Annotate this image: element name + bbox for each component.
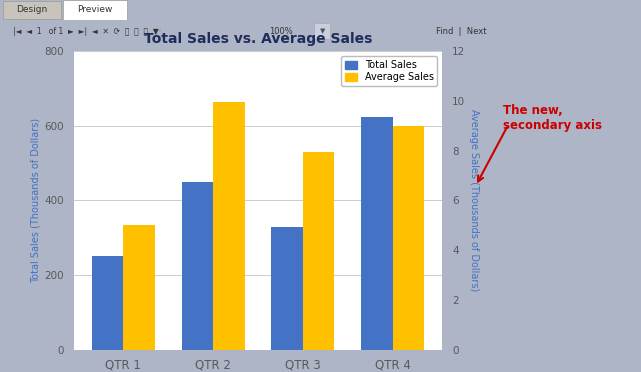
Bar	[393, 126, 424, 350]
Bar	[314, 23, 330, 39]
Bar	[362, 116, 393, 350]
Text: |◄  ◄  1   of 1  ►  ►|  ◄  ✕  ⟳  🔒  📱  📋  ▼·: |◄ ◄ 1 of 1 ► ►| ◄ ✕ ⟳ 🔒 📱 📋 ▼·	[13, 26, 161, 35]
Bar	[272, 227, 303, 350]
Text: 100%: 100%	[269, 26, 293, 35]
Text: Find  |  Next: Find | Next	[436, 26, 487, 35]
Bar	[303, 152, 335, 350]
Legend: Total Sales, Average Sales: Total Sales, Average Sales	[341, 56, 437, 86]
Y-axis label: Average Sales (Thousands of Dollars): Average Sales (Thousands of Dollars)	[469, 109, 479, 292]
Y-axis label: Total Sales (Thousands of Dollars): Total Sales (Thousands of Dollars)	[30, 118, 40, 283]
Bar	[92, 256, 123, 350]
Text: ▼: ▼	[320, 28, 325, 34]
Bar	[181, 182, 213, 350]
Text: The new,
secondary axis: The new, secondary axis	[503, 104, 602, 132]
Bar	[213, 102, 244, 350]
Bar	[3, 1, 61, 19]
Bar	[123, 225, 154, 350]
Text: Preview: Preview	[77, 5, 113, 14]
Text: Design: Design	[17, 5, 47, 14]
Title: Total Sales vs. Average Sales: Total Sales vs. Average Sales	[144, 32, 372, 46]
Bar	[63, 0, 127, 20]
